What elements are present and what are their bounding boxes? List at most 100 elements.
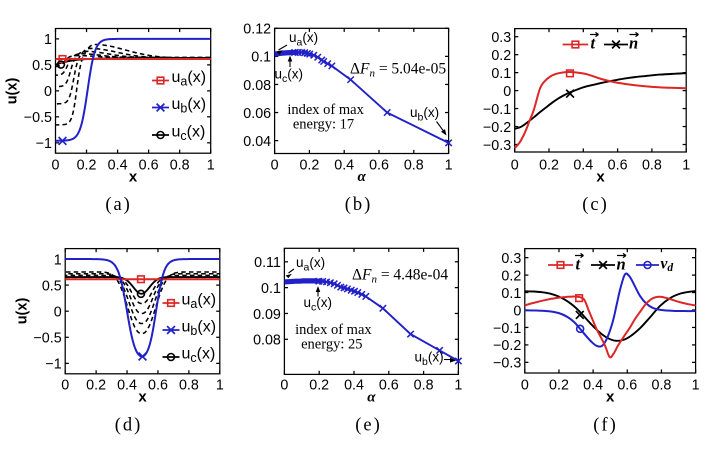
svg-text:0.8: 0.8 bbox=[652, 378, 672, 394]
svg-text:(b): (b) bbox=[345, 195, 373, 215]
svg-text:u(x): u(x) bbox=[15, 298, 31, 325]
svg-text:−0.1: −0.1 bbox=[483, 102, 511, 118]
svg-text:0.3: 0.3 bbox=[501, 251, 521, 267]
svg-text:−0.5: −0.5 bbox=[24, 110, 52, 126]
svg-text:x: x bbox=[606, 389, 615, 406]
svg-text:0.8: 0.8 bbox=[404, 158, 424, 174]
svg-text:t: t bbox=[591, 34, 596, 53]
svg-text:0: 0 bbox=[52, 158, 60, 174]
svg-text:−0.3: −0.3 bbox=[493, 356, 521, 372]
svg-text:0.06: 0.06 bbox=[243, 106, 271, 122]
svg-text:−0.5: −0.5 bbox=[33, 331, 61, 347]
svg-text:0.1: 0.1 bbox=[491, 66, 511, 82]
svg-text:0.4: 0.4 bbox=[117, 378, 137, 394]
svg-text:ub(x): ub(x) bbox=[182, 319, 217, 339]
svg-text:ua(x): ua(x) bbox=[182, 292, 217, 312]
svg-text:0: 0 bbox=[44, 84, 52, 100]
svg-text:uc(x): uc(x) bbox=[304, 295, 333, 314]
svg-text:0.8: 0.8 bbox=[170, 158, 190, 174]
svg-text:0.2: 0.2 bbox=[309, 378, 329, 394]
svg-text:0.2: 0.2 bbox=[539, 158, 559, 174]
svg-text:uc(x): uc(x) bbox=[275, 67, 304, 86]
svg-text:0: 0 bbox=[511, 158, 519, 174]
svg-text:1: 1 bbox=[692, 378, 700, 394]
svg-text:0: 0 bbox=[503, 84, 511, 100]
svg-text:(c): (c) bbox=[582, 195, 609, 215]
svg-text:1: 1 bbox=[207, 158, 215, 174]
svg-text:0: 0 bbox=[271, 158, 279, 174]
svg-text:0.6: 0.6 bbox=[617, 378, 637, 394]
svg-text:0.1: 0.1 bbox=[261, 281, 281, 297]
svg-text:ΔFn = 4.48e-04: ΔFn = 4.48e-04 bbox=[352, 267, 448, 286]
svg-text:0.6: 0.6 bbox=[139, 158, 159, 174]
svg-text:0.11: 0.11 bbox=[254, 255, 281, 271]
svg-text:−1: −1 bbox=[36, 136, 52, 152]
svg-text:0.2: 0.2 bbox=[549, 378, 569, 394]
svg-text:index of max: index of max bbox=[287, 102, 364, 118]
svg-text:0.4: 0.4 bbox=[108, 158, 128, 174]
svg-text:0.8: 0.8 bbox=[414, 378, 434, 394]
svg-text:x: x bbox=[596, 169, 605, 186]
svg-text:0.1: 0.1 bbox=[251, 50, 271, 66]
svg-text:0.8: 0.8 bbox=[179, 378, 199, 394]
svg-text:index of max: index of max bbox=[295, 322, 372, 338]
svg-text:1: 1 bbox=[682, 158, 690, 174]
svg-text:−0.2: −0.2 bbox=[483, 120, 511, 136]
svg-text:ua(x): ua(x) bbox=[172, 69, 207, 89]
svg-text:0: 0 bbox=[521, 378, 529, 394]
svg-text:1: 1 bbox=[454, 378, 462, 394]
svg-text:uc(x): uc(x) bbox=[172, 124, 206, 144]
svg-text:energy: 17: energy: 17 bbox=[293, 117, 354, 133]
svg-text:0.8: 0.8 bbox=[642, 158, 662, 174]
svg-text:1: 1 bbox=[216, 378, 224, 394]
svg-text:ub(x): ub(x) bbox=[172, 96, 207, 116]
svg-text:−0.2: −0.2 bbox=[493, 338, 521, 354]
svg-text:0.6: 0.6 bbox=[379, 378, 399, 394]
svg-text:0.3: 0.3 bbox=[491, 30, 511, 46]
svg-text:uc(x): uc(x) bbox=[182, 346, 216, 366]
svg-text:(a): (a) bbox=[105, 195, 132, 215]
svg-text:0.2: 0.2 bbox=[86, 378, 106, 394]
svg-text:−0.1: −0.1 bbox=[493, 321, 521, 337]
svg-text:0.6: 0.6 bbox=[608, 158, 628, 174]
svg-text:0.09: 0.09 bbox=[253, 307, 281, 323]
svg-text:u(x): u(x) bbox=[5, 78, 21, 105]
svg-text:0.5: 0.5 bbox=[42, 278, 62, 294]
svg-text:0.6: 0.6 bbox=[369, 158, 389, 174]
svg-text:ΔFn = 5.04e-05: ΔFn = 5.04e-05 bbox=[350, 61, 446, 80]
svg-text:n: n bbox=[617, 255, 626, 274]
svg-text:x: x bbox=[129, 169, 138, 186]
svg-text:0.1: 0.1 bbox=[501, 286, 521, 302]
svg-text:1: 1 bbox=[445, 158, 453, 174]
svg-text:energy: 25: energy: 25 bbox=[301, 337, 362, 353]
svg-text:n: n bbox=[629, 34, 638, 53]
svg-text:0.5: 0.5 bbox=[32, 58, 52, 74]
svg-text:0.4: 0.4 bbox=[344, 378, 364, 394]
svg-text:0: 0 bbox=[54, 305, 62, 321]
svg-text:ub(x): ub(x) bbox=[410, 105, 439, 124]
svg-text:−0.3: −0.3 bbox=[483, 138, 511, 154]
svg-text:0.12: 0.12 bbox=[243, 22, 271, 38]
svg-text:0.2: 0.2 bbox=[299, 158, 319, 174]
svg-text:0.4: 0.4 bbox=[334, 158, 354, 174]
svg-text:0.4: 0.4 bbox=[573, 158, 593, 174]
svg-text:0: 0 bbox=[61, 378, 69, 394]
svg-text:ub(x): ub(x) bbox=[415, 350, 444, 369]
svg-text:0: 0 bbox=[280, 378, 288, 394]
svg-text:0.2: 0.2 bbox=[501, 268, 521, 284]
svg-text:ua(x): ua(x) bbox=[296, 255, 325, 274]
svg-text:ua(x): ua(x) bbox=[289, 30, 318, 49]
svg-text:0.2: 0.2 bbox=[77, 158, 97, 174]
svg-text:−1: −1 bbox=[45, 357, 61, 373]
svg-text:0.08: 0.08 bbox=[253, 333, 281, 349]
svg-text:(f): (f) bbox=[593, 416, 617, 436]
svg-text:0.2: 0.2 bbox=[491, 48, 511, 64]
svg-text:x: x bbox=[138, 389, 147, 406]
svg-text:α: α bbox=[367, 390, 376, 406]
svg-text:0.4: 0.4 bbox=[583, 378, 603, 394]
svg-text:(d): (d) bbox=[115, 416, 143, 436]
svg-text:(e): (e) bbox=[355, 416, 382, 436]
svg-text:0.6: 0.6 bbox=[148, 378, 168, 394]
svg-text:1: 1 bbox=[54, 252, 62, 268]
svg-text:α: α bbox=[357, 169, 366, 185]
